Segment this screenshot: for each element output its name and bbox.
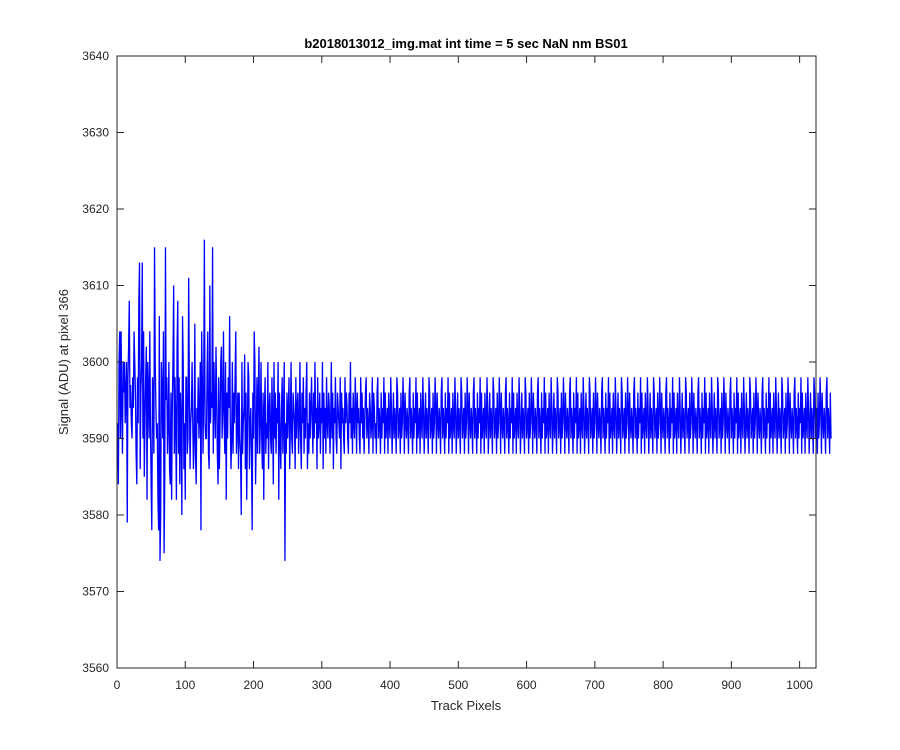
x-tick-label: 300: [312, 678, 332, 692]
y-tick-label: 3640: [82, 49, 109, 63]
x-tick-label: 100: [175, 678, 195, 692]
y-axis: 3560 3570 3580 3590 3600 3610 3620 3630 3640: [82, 49, 816, 675]
chart-title: b2018013012_img.mat int time = 5 sec NaN…: [304, 36, 627, 51]
x-tick-label: 1000: [786, 678, 813, 692]
x-tick-label: 700: [585, 678, 605, 692]
y-tick-label: 3560: [82, 661, 109, 675]
x-tick-label: 0: [114, 678, 121, 692]
y-tick-label: 3580: [82, 508, 109, 522]
y-tick-label: 3630: [82, 126, 109, 140]
x-tick-label: 600: [517, 678, 537, 692]
x-axis: 0 100 200 300 400 500 600 700 800 900 1000: [114, 56, 813, 692]
x-axis-label: Track Pixels: [431, 698, 502, 713]
y-tick-label: 3600: [82, 355, 109, 369]
x-tick-label: 500: [448, 678, 468, 692]
y-tick-label: 3570: [82, 585, 109, 599]
series-layer: [117, 239, 832, 561]
x-tick-label: 200: [244, 678, 264, 692]
x-tick-label: 800: [653, 678, 673, 692]
plot-area: [117, 56, 816, 668]
y-tick-label: 3620: [82, 202, 109, 216]
series-line-0: [117, 239, 832, 561]
x-tick-label: 900: [721, 678, 741, 692]
y-tick-label: 3590: [82, 432, 109, 446]
x-tick-label: 400: [380, 678, 400, 692]
y-tick-label: 3610: [82, 279, 109, 293]
y-axis-label: Signal (ADU) at pixel 366: [56, 289, 71, 435]
